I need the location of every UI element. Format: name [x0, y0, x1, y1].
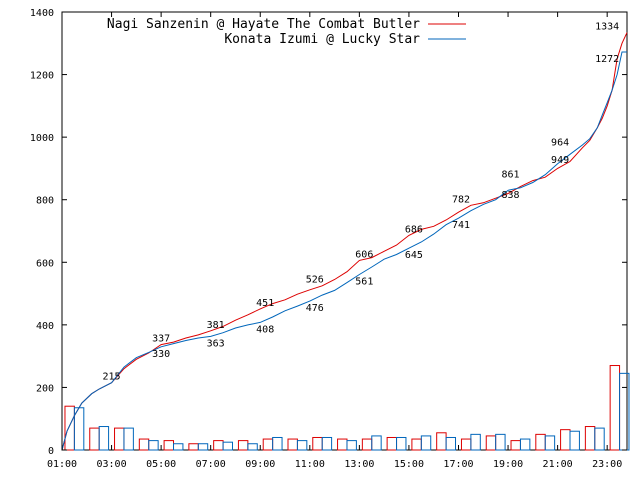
bar-nagi [89, 427, 100, 451]
x-tick-label: 09:00 [245, 459, 275, 470]
x-tick-label: 17:00 [443, 459, 473, 470]
bar-nagi [287, 438, 298, 451]
bar-nagi [535, 433, 546, 451]
data-label: 561 [355, 276, 373, 287]
bar-konata [519, 438, 531, 451]
bar-konata [321, 436, 333, 451]
legend: Nagi Sanzenin @ Hayate The Combat Butler… [107, 17, 466, 47]
bar-konata [247, 443, 258, 451]
x-tick-label: 19:00 [493, 459, 523, 470]
bar-nagi [485, 435, 497, 451]
x-tick-label: 01:00 [47, 459, 77, 470]
data-label: 330 [152, 349, 170, 360]
data-label: 526 [306, 274, 324, 285]
bar-konata [420, 435, 432, 451]
bar-konata [197, 443, 209, 451]
legend-label: Konata Izumi @ Lucky Star [224, 32, 420, 47]
legend-label: Nagi Sanzenin @ Hayate The Combat Butler [107, 17, 420, 32]
bar-nagi [163, 440, 175, 451]
data-label: 476 [306, 303, 324, 314]
bar-nagi [188, 443, 199, 451]
series-line-nagi [61, 32, 628, 451]
bar-konata [470, 433, 481, 451]
data-label: 381 [207, 320, 225, 331]
y-tick-label: 1400 [30, 8, 54, 19]
bar-nagi [312, 436, 323, 451]
bar-nagi [460, 438, 472, 451]
x-tick-label: 03:00 [97, 459, 127, 470]
bar-nagi [510, 440, 521, 451]
data-label: 451 [256, 298, 274, 309]
data-label: 861 [501, 170, 519, 181]
bar-konata [346, 440, 357, 451]
bar-konata [98, 426, 110, 451]
bar-konata [569, 430, 580, 451]
bar-konata [619, 372, 630, 451]
bar-konata [396, 436, 407, 451]
plot-frame [61, 11, 628, 451]
data-label: 645 [405, 250, 423, 261]
bar-konata [148, 440, 159, 451]
y-tick-label: 200 [36, 383, 54, 394]
bar-nagi [411, 438, 422, 451]
x-tick-label: 05:00 [146, 459, 176, 470]
bar-konata [594, 427, 605, 451]
axis-ticks: 0 200 400 600 800 1000 1200 1400 01:00 03:00 05:00… [30, 8, 627, 470]
line-layer [61, 32, 628, 451]
data-label: 686 [405, 224, 423, 235]
bar-nagi [436, 432, 447, 451]
bar-layer [64, 365, 630, 451]
data-label: 1272 [595, 54, 619, 65]
data-label: 838 [501, 190, 519, 201]
series-line-konata [61, 51, 627, 451]
bar-nagi [213, 440, 224, 451]
x-tick-label: 11:00 [295, 459, 325, 470]
bar-nagi [237, 440, 249, 451]
x-tick-label: 15:00 [394, 459, 424, 470]
y-tick-label: 400 [36, 321, 54, 332]
data-label: 949 [551, 155, 569, 166]
data-label: 408 [256, 324, 274, 335]
data-label: 964 [551, 137, 569, 148]
y-tick-label: 1000 [30, 133, 54, 144]
bar-konata [272, 436, 283, 451]
bar-nagi [584, 426, 596, 451]
y-tick-label: 0 [48, 446, 54, 457]
data-label: 606 [355, 249, 373, 260]
bar-nagi [114, 427, 125, 451]
y-tick-label: 1200 [30, 71, 54, 82]
bar-konata [371, 435, 382, 451]
bar-konata [445, 436, 457, 451]
x-tick-label: 13:00 [344, 459, 374, 470]
bar-nagi [386, 436, 398, 451]
data-labels: 215 337 381 451 526 606 686 782 861 964 1334 330 363… [103, 22, 620, 383]
bar-nagi [337, 438, 348, 451]
bar-konata [495, 433, 506, 451]
bar-nagi [560, 429, 571, 451]
x-tick-label: 07:00 [196, 459, 226, 470]
bar-nagi [64, 405, 75, 451]
data-label: 782 [452, 194, 470, 205]
data-label: 363 [207, 338, 225, 349]
bar-nagi [361, 438, 373, 451]
y-tick-label: 600 [36, 258, 54, 269]
bar-konata [173, 443, 184, 451]
bar-nagi [262, 438, 274, 451]
bar-konata [123, 427, 134, 451]
data-label: 337 [152, 334, 170, 345]
data-label: 215 [103, 372, 121, 383]
bar-konata [296, 440, 308, 451]
bar-nagi [609, 365, 621, 451]
data-label: 1334 [595, 22, 619, 33]
bar-nagi [138, 438, 150, 451]
data-label: 741 [452, 220, 470, 231]
x-tick-label: 23:00 [592, 459, 622, 470]
bar-konata [222, 441, 233, 451]
x-tick-label: 21:00 [543, 459, 573, 470]
y-tick-label: 800 [36, 196, 54, 207]
bar-konata [544, 435, 556, 451]
